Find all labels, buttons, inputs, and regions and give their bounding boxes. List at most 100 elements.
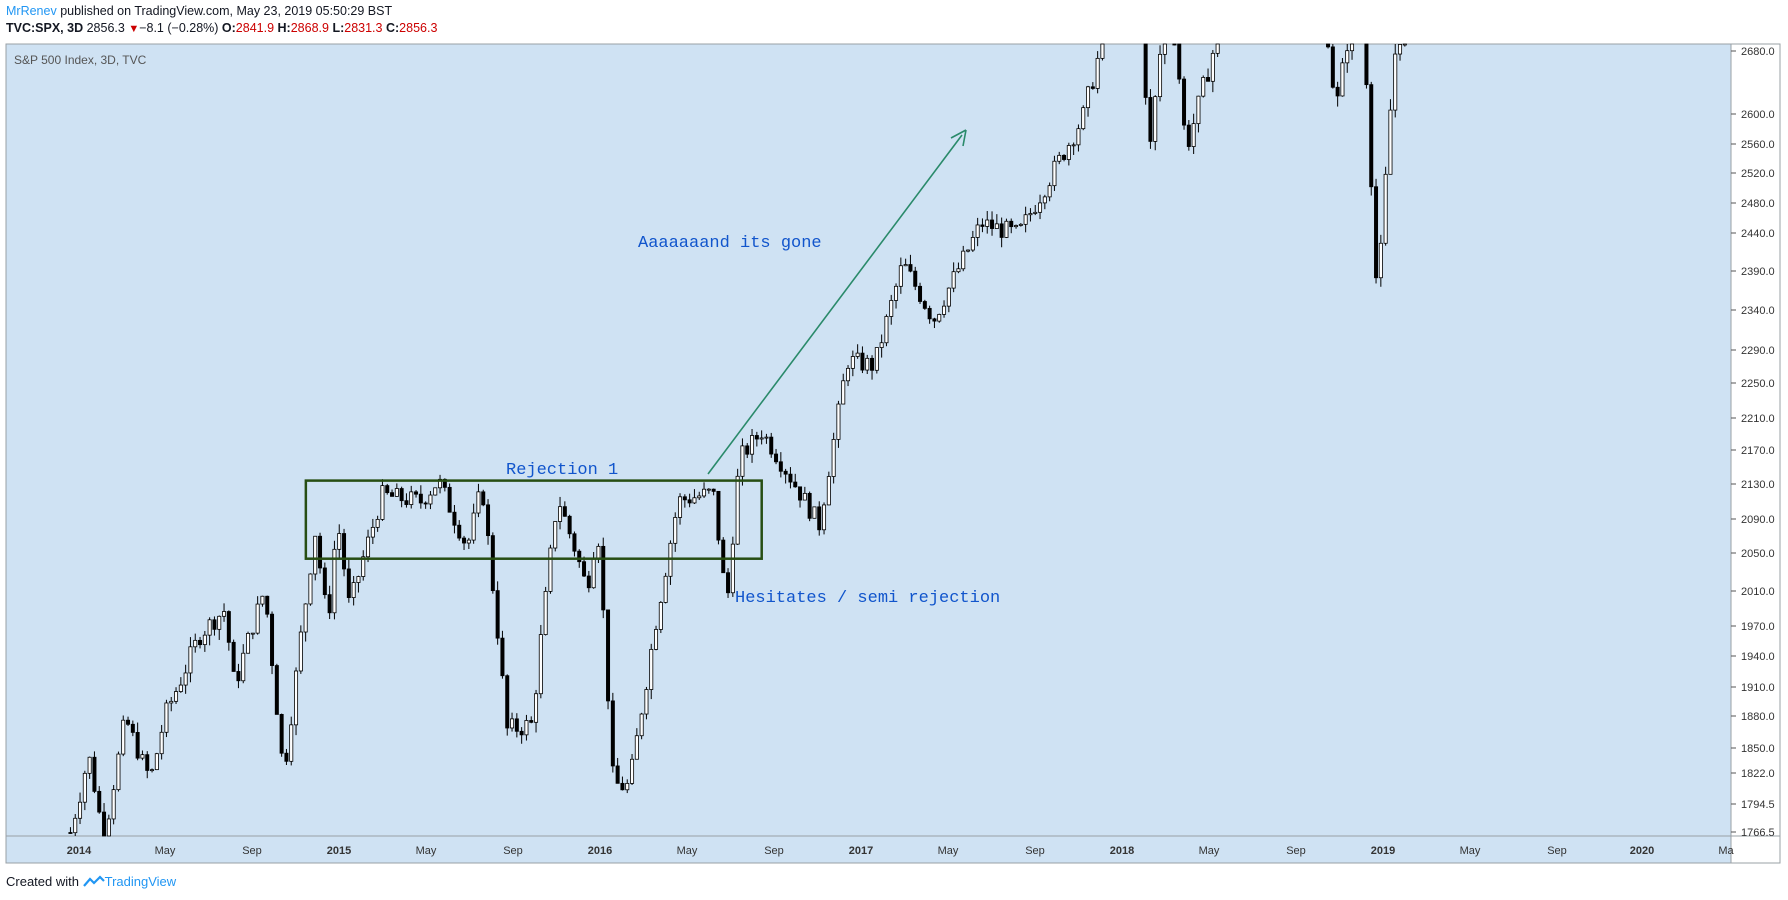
candle-body — [850, 356, 855, 369]
candle-body — [202, 634, 207, 646]
y-tick-label: 2050.0 — [1741, 548, 1775, 560]
y-tick-label: 2520.0 — [1741, 168, 1775, 180]
chart-title: S&P 500 Index, 3D, TVC — [14, 53, 147, 67]
candle-body — [975, 224, 980, 238]
candle-body — [481, 491, 486, 506]
candle-body — [241, 652, 246, 682]
candle-body — [1052, 160, 1057, 187]
x-tick-label: 2015 — [327, 845, 351, 857]
candle-body — [678, 496, 683, 518]
candle-body — [390, 492, 395, 497]
candle-body — [870, 357, 875, 371]
candle-body — [356, 576, 361, 583]
x-tick-label: 2017 — [849, 845, 873, 857]
candle-body — [250, 632, 255, 635]
consolidation-box[interactable] — [304, 479, 763, 560]
x-tick-label: May — [416, 845, 437, 857]
candle-body — [73, 817, 78, 834]
x-tick-label: May — [155, 845, 176, 857]
price-chart[interactable]: S&P 500 Index, 3D, TVC 2680.0 2600.0 2560.… — [0, 0, 1788, 870]
candle-body — [778, 461, 783, 472]
candle-body — [332, 548, 337, 614]
candle-body — [879, 342, 884, 348]
y-tick-label: 2130.0 — [1741, 479, 1775, 491]
candle-body — [212, 619, 217, 630]
candle-body — [942, 305, 947, 315]
symbol-label: TVC:SPX, 3D — [6, 21, 84, 35]
candle-body — [466, 539, 471, 544]
x-tick-label: Sep — [242, 845, 262, 857]
candle-body — [750, 435, 755, 455]
candle-body — [918, 285, 923, 302]
candle-body — [486, 504, 491, 537]
candle-body — [255, 603, 260, 634]
candle-body — [174, 691, 179, 702]
candle-body — [246, 633, 251, 654]
x-tick-label: Ma — [1718, 845, 1734, 857]
candle-body — [855, 352, 860, 357]
candle-body — [126, 719, 131, 725]
x-tick-label: May — [677, 845, 698, 857]
high-value: 2868.9 — [290, 21, 329, 35]
y-axis: 2680.0 2600.0 2560.0 2520.0 2480.0 2440.0 2390… — [1731, 46, 1775, 839]
candle-body — [495, 590, 500, 639]
y-tick-label: 2210.0 — [1741, 413, 1775, 425]
candle-body — [658, 602, 663, 630]
candle-body — [1364, 43, 1369, 86]
candle-body — [1369, 84, 1374, 188]
candle-body — [1186, 124, 1191, 147]
candle-body — [822, 504, 827, 531]
hesitates-label: Hesitates / semi rejection — [735, 589, 1000, 608]
candle-body — [634, 735, 639, 760]
candle-body — [630, 758, 635, 784]
candle-body — [159, 731, 164, 755]
candle-body — [1162, 43, 1167, 55]
candle-body — [567, 515, 572, 535]
candle-body — [145, 754, 150, 771]
candle-body — [726, 572, 731, 594]
candle-body — [562, 506, 567, 517]
candle-body — [990, 219, 995, 229]
candle-body — [366, 536, 371, 558]
candle-body — [610, 700, 615, 767]
candle-body — [894, 285, 899, 301]
candle-body — [999, 223, 1004, 238]
arrow-head-icon — [950, 129, 967, 147]
candle-body — [1388, 109, 1393, 175]
candle-body — [375, 519, 380, 528]
candle-body — [774, 453, 779, 463]
candle-body — [846, 367, 851, 382]
tradingview-link[interactable]: TradingView — [104, 874, 177, 889]
candle-body — [193, 639, 198, 648]
breakout-arrow[interactable] — [707, 134, 963, 475]
axis-corner — [1730, 835, 1781, 864]
candle-body — [178, 684, 183, 692]
candle-body — [543, 591, 548, 635]
candle-body — [639, 713, 644, 737]
candle-body — [721, 539, 726, 574]
candle-body — [985, 219, 990, 227]
close-value: 2856.3 — [399, 21, 438, 35]
x-tick-label: Sep — [1286, 845, 1306, 857]
x-tick-label: 2020 — [1630, 845, 1654, 857]
candle-body — [716, 490, 721, 541]
candle-body — [188, 646, 193, 674]
candle-body — [548, 547, 553, 592]
candle-body — [769, 436, 774, 455]
candle-body — [1402, 43, 1407, 46]
x-tick-label: May — [938, 845, 959, 857]
candle-body — [937, 313, 942, 322]
candle-body — [270, 613, 275, 666]
candle-body — [414, 491, 419, 495]
candle-body — [1086, 86, 1091, 109]
candle-body — [222, 611, 227, 617]
candle-body — [1201, 77, 1206, 97]
y-tick-label: 1940.0 — [1741, 651, 1775, 663]
publish-info: MrRenev published on TradingView.com, Ma… — [6, 4, 392, 20]
candle-body — [102, 811, 107, 837]
candle-body — [798, 486, 803, 501]
y-tick-label: 1794.5 — [1741, 799, 1775, 811]
candle-body — [697, 495, 702, 499]
author-link[interactable]: MrRenev — [6, 4, 57, 18]
candle-body — [663, 575, 668, 603]
